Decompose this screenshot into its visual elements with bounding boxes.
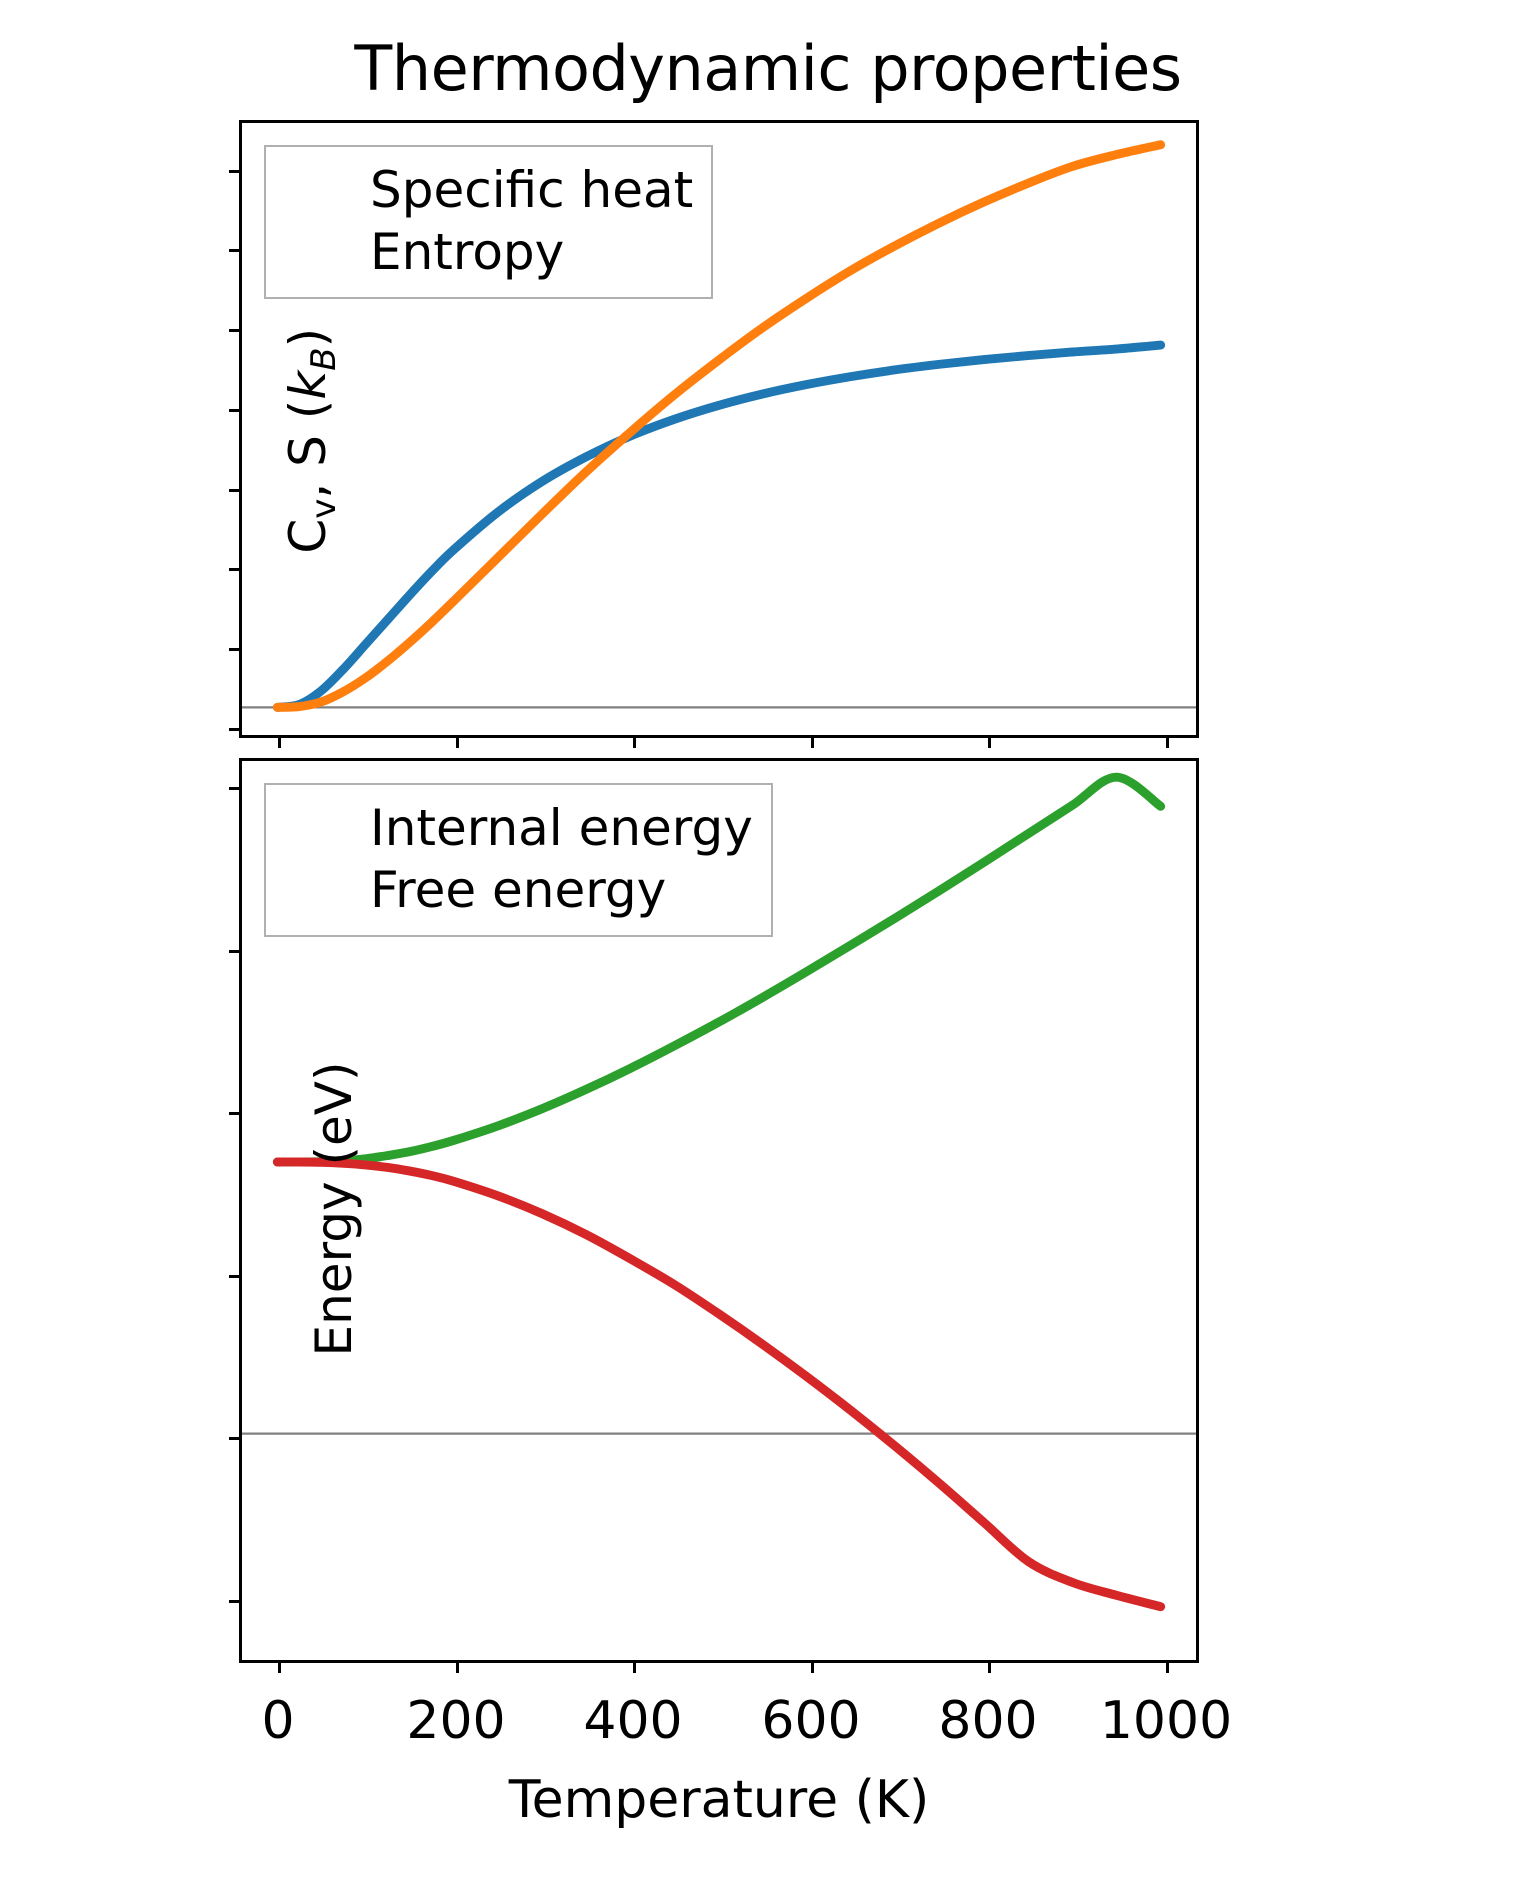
figure-title: Thermodynamic properties: [354, 32, 1182, 105]
legend-top-panel: Specific heat Entropy: [264, 145, 714, 299]
legend-entry-internal-energy[interactable]: Internal energy: [284, 797, 753, 859]
legend-entry-specific-heat[interactable]: Specific heat: [284, 159, 693, 221]
ylabel-top-close: ): [279, 327, 338, 348]
tick-bottom-y-20: [229, 787, 242, 790]
ylabel-top-cv-sub: v: [303, 498, 344, 519]
tick-bottom-y-10: [229, 1112, 242, 1115]
series-line-entropy: [272, 140, 1166, 712]
tick-top-x-1000: [1166, 735, 1169, 748]
tick-top-x-800: [988, 735, 991, 748]
legend-bottom-panel: Internal energy Free energy: [264, 783, 773, 937]
tick-top-x-400: [633, 735, 636, 748]
tick-top-y-40: [229, 648, 242, 651]
axes-bottom-panel: 20 15 10 5 0 −5 0 200 400 600 800 1000 E…: [229, 758, 1232, 1747]
ylabel-top-mid: , S (: [279, 399, 338, 499]
ticklabel-bottom-x-800: 800: [938, 1691, 1038, 1751]
tick-top-y-200: [229, 329, 242, 332]
ticklabel-bottom-x-600: 600: [761, 1691, 861, 1751]
tick-bottom-x-200: [456, 1660, 459, 1673]
legend-entry-entropy[interactable]: Entropy: [284, 221, 693, 283]
series-line-internal-energy: [272, 772, 1166, 1167]
tick-top-x-600: [811, 735, 814, 748]
tick-bottom-y-m5: [229, 1600, 242, 1603]
tick-top-y-280: [229, 170, 242, 173]
axis-label-bottom-y: Energy (eV): [305, 1061, 363, 1357]
ticklabel-bottom-x-400: 400: [583, 1691, 683, 1751]
ticklabel-bottom-x-0: 0: [261, 1691, 295, 1751]
series-line-free-energy: [272, 1157, 1166, 1612]
series-line-specific-heat: [272, 340, 1166, 712]
tick-top-x-200: [456, 735, 459, 748]
top-panel-plot-area: [242, 140, 1196, 712]
tick-top-y-240: [229, 249, 242, 252]
tick-bottom-x-600: [811, 1660, 814, 1673]
legend-label-free-energy: Free energy: [370, 861, 667, 919]
legend-label-internal-energy: Internal energy: [370, 799, 753, 857]
tick-top-y-0: [229, 728, 242, 731]
axis-label-bottom-x: Temperature (K): [508, 1770, 930, 1830]
tick-bottom-y-5: [229, 1275, 242, 1278]
tick-bottom-x-1000: [1166, 1660, 1169, 1673]
ticklabel-bottom-x-1000: 1000: [1099, 1691, 1233, 1751]
ticklabel-bottom-x-200: 200: [406, 1691, 506, 1751]
bottom-panel-plot-area: [242, 772, 1196, 1612]
legend-entry-free-energy[interactable]: Free energy: [284, 859, 753, 921]
tick-bottom-x-800: [988, 1660, 991, 1673]
tick-bottom-y-15: [229, 950, 242, 953]
tick-top-y-80: [229, 568, 242, 571]
tick-bottom-x-400: [633, 1660, 636, 1673]
tick-bottom-x-0: [278, 1660, 281, 1673]
tick-bottom-y-0: [229, 1437, 242, 1440]
ylabel-top-cv: C: [279, 518, 338, 554]
legend-label-entropy: Entropy: [370, 223, 565, 281]
legend-label-specific-heat: Specific heat: [370, 161, 694, 219]
axes-top-panel: 280 240 200 160 120 80 40 0 Cv, S (kB) S…: [229, 120, 1199, 748]
ylabel-top-kb-sub: B: [303, 347, 344, 371]
tick-top-x-0: [278, 735, 281, 748]
tick-top-y-120: [229, 489, 242, 492]
tick-top-y-160: [229, 409, 242, 412]
ylabel-top-kb: k: [279, 370, 338, 400]
